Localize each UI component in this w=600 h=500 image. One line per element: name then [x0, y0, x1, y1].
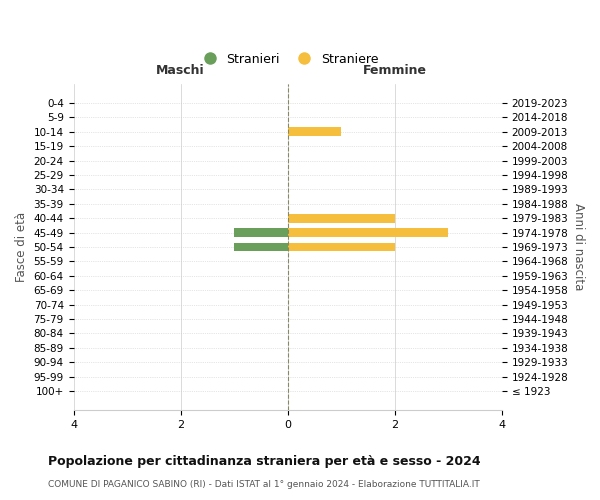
Bar — [287, 228, 448, 237]
Bar — [287, 214, 395, 222]
Bar — [287, 242, 395, 252]
Y-axis label: Anni di nascita: Anni di nascita — [572, 204, 585, 290]
Legend: Stranieri, Straniere: Stranieri, Straniere — [192, 48, 383, 70]
Text: Popolazione per cittadinanza straniera per età e sesso - 2024: Popolazione per cittadinanza straniera p… — [48, 455, 481, 468]
Bar — [234, 242, 287, 252]
Text: Maschi: Maschi — [156, 64, 205, 78]
Bar — [234, 228, 287, 237]
Text: Femmine: Femmine — [363, 64, 427, 78]
Y-axis label: Fasce di età: Fasce di età — [15, 212, 28, 282]
Text: COMUNE DI PAGANICO SABINO (RI) - Dati ISTAT al 1° gennaio 2024 - Elaborazione TU: COMUNE DI PAGANICO SABINO (RI) - Dati IS… — [48, 480, 480, 489]
Bar — [287, 128, 341, 136]
